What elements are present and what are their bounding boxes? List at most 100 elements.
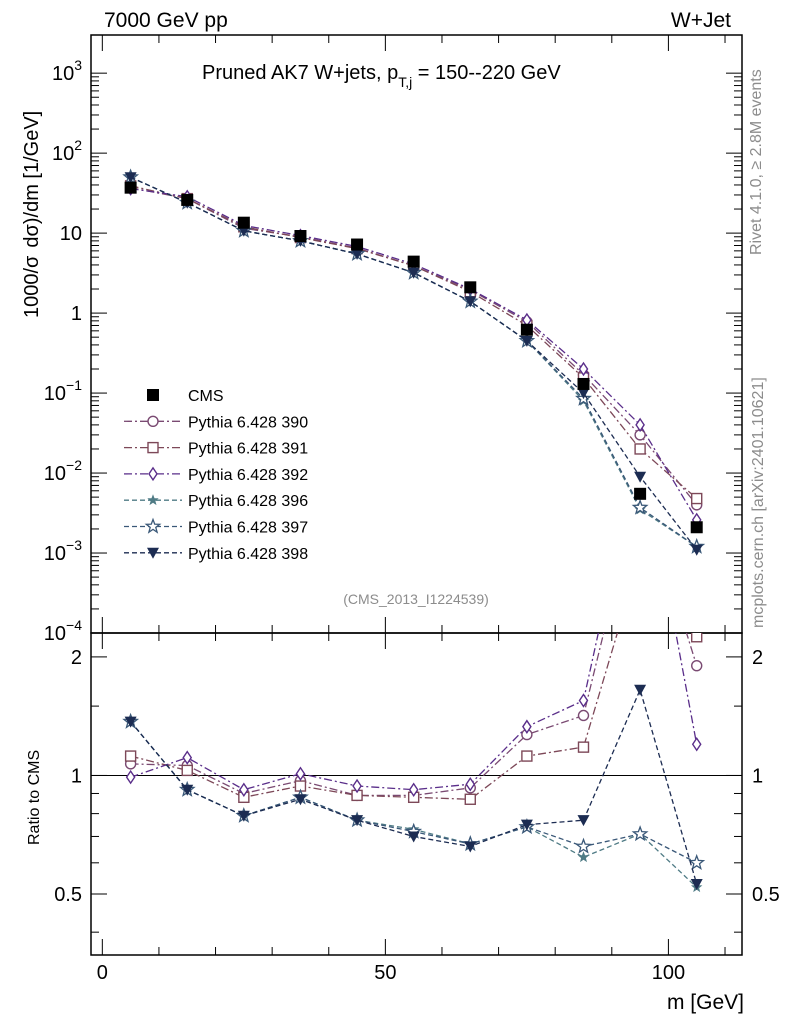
ratio-series-2: [125, 633, 702, 797]
main-point-6-5: [407, 267, 420, 279]
main-series-0: [124, 181, 703, 534]
ratio-series-1: [124, 633, 703, 805]
main-point-0-5: [407, 255, 420, 268]
ratio-point-4-9: [631, 825, 649, 842]
ratio-series-5: [124, 684, 703, 891]
ratio-ytick-label-right-0: 0.5: [752, 884, 780, 906]
main-series-line-4: [130, 176, 698, 548]
main-point-6-8: [577, 388, 590, 400]
ratio-point-2-1: [182, 750, 193, 765]
main-ytick-label-0: 103: [52, 57, 82, 85]
ratio-y-ticks: 0.5 0.5 1 1 2 2: [54, 647, 780, 933]
main-point-3-8: [578, 361, 589, 377]
main-ytick-label-1: 102: [52, 137, 82, 165]
ratio-series-line-2: [130, 633, 698, 791]
main-point-0-9: [634, 487, 647, 500]
legend-item-1: Pythia 6.428 390: [124, 414, 308, 431]
main-point-6-4: [351, 248, 364, 260]
main-point-0-6: [464, 281, 477, 294]
ratio-point-2-7: [522, 719, 532, 734]
plot-title: Pruned AK7 W+jets, pT,j = 150--220 GeV: [202, 62, 561, 90]
ratio-point-5-6: [464, 841, 477, 853]
main-point-0-7: [520, 323, 533, 336]
legend-label-5: Pythia 6.428 397: [188, 520, 308, 537]
ratio-point-5-0: [124, 716, 137, 728]
xtick-label-2: 100: [652, 962, 685, 984]
mcplots-label: mcplots.cern.ch [arXiv:2401.10621]: [750, 377, 767, 628]
legend-marker-4: [147, 494, 159, 506]
legend-label-6: Pythia 6.428 398: [188, 546, 308, 563]
main-point-0-3: [294, 230, 307, 243]
ratio-point-5-5: [407, 831, 420, 843]
main-point-0-0: [124, 181, 137, 194]
ratio-series-line-3: [130, 721, 698, 888]
ratio-point-5-7: [520, 819, 533, 831]
main-point-0-10: [690, 521, 703, 534]
ratio-panel-frame: [90, 632, 743, 956]
analysis-watermark: (CMS_2013_I1224539): [343, 591, 489, 607]
main-point-6-7: [520, 335, 533, 347]
ratio-point-2-3: [295, 766, 306, 782]
main-point-0-8: [577, 377, 590, 390]
ratio-point-2-6: [465, 776, 476, 792]
legend-marker-6: [147, 547, 159, 559]
main-series-1: [124, 181, 703, 511]
ratio-point-2-0: [125, 769, 136, 785]
ratio-ytick-label-1: 1: [71, 765, 82, 787]
main-point-2-9: [634, 443, 646, 455]
xtick-label-1: 50: [374, 962, 396, 984]
main-series: [122, 168, 706, 556]
legend-item-0: CMS: [147, 388, 224, 405]
legend-item-3: Pythia 6.428 392: [124, 466, 308, 484]
ratio-point-5-1: [181, 784, 194, 796]
main-ytick-label-4: 10−1: [44, 377, 82, 405]
ratio-point-2-8: [578, 693, 589, 708]
ratio-point-5-9: [634, 684, 647, 696]
ratio-series: [122, 633, 706, 893]
main-point-0-4: [351, 238, 364, 251]
ratio-point-1-8: [577, 741, 590, 753]
header-right: W+Jet: [671, 9, 731, 32]
main-point-5-9: [631, 498, 649, 515]
main-ytick-label-2: 10: [60, 223, 82, 245]
legend-label-0: CMS: [188, 388, 224, 405]
legend-item-4: Pythia 6.428 396: [124, 493, 308, 510]
legend-marker-1: [147, 415, 159, 427]
xtick-label-0: 0: [97, 962, 108, 984]
ratio-point-1-0: [124, 750, 137, 762]
legend: CMS Pythia 6.428 390 Pythia 6.428 391 Pythi…: [124, 388, 308, 563]
main-ytick-label-7: 10−4: [44, 617, 82, 645]
ratio-point-4-8: [575, 837, 592, 854]
main-point-0-1: [181, 193, 194, 206]
ratio-point-0-8: [577, 709, 590, 722]
ratio-ytick-label-2: 2: [71, 647, 82, 669]
ratio-ytick-label-right-1: 1: [752, 765, 763, 787]
legend-marker-2: [147, 441, 159, 454]
main-point-6-0: [124, 172, 137, 184]
ratio-point-1-10: [691, 633, 703, 643]
ratio-point-1-1: [181, 764, 193, 777]
rivet-version-label: Rivet 4.1.0, ≥ 2.8M events: [748, 69, 765, 255]
ratio-point-1-7: [521, 750, 533, 762]
legend-marker-5: [144, 517, 162, 534]
ratio-point-0-10: [691, 659, 703, 672]
legend-marker-3: [148, 466, 158, 482]
ratio-point-5-3: [294, 794, 307, 806]
legend-item-5: Pythia 6.428 397: [124, 517, 308, 537]
ratio-point-5-8: [577, 815, 590, 827]
main-ytick-label-5: 10−2: [44, 457, 82, 485]
legend-label-3: Pythia 6.428 392: [188, 467, 308, 484]
main-ytick-label-3: 1: [71, 303, 82, 325]
main-point-0-2: [237, 216, 250, 229]
main-panel-frame: [90, 34, 743, 634]
x-axis-label: m [GeV]: [667, 991, 744, 1014]
ratio-point-2-2: [239, 782, 249, 797]
ratio-point-5-2: [237, 810, 250, 822]
main-point-6-6: [464, 296, 477, 308]
main-point-3-9: [635, 417, 645, 433]
ratio-point-5-4: [351, 815, 364, 827]
ratio-ytick-label-0: 0.5: [54, 884, 82, 906]
legend-label-2: Pythia 6.428 391: [188, 441, 308, 458]
ratio-point-2-4: [352, 778, 362, 794]
